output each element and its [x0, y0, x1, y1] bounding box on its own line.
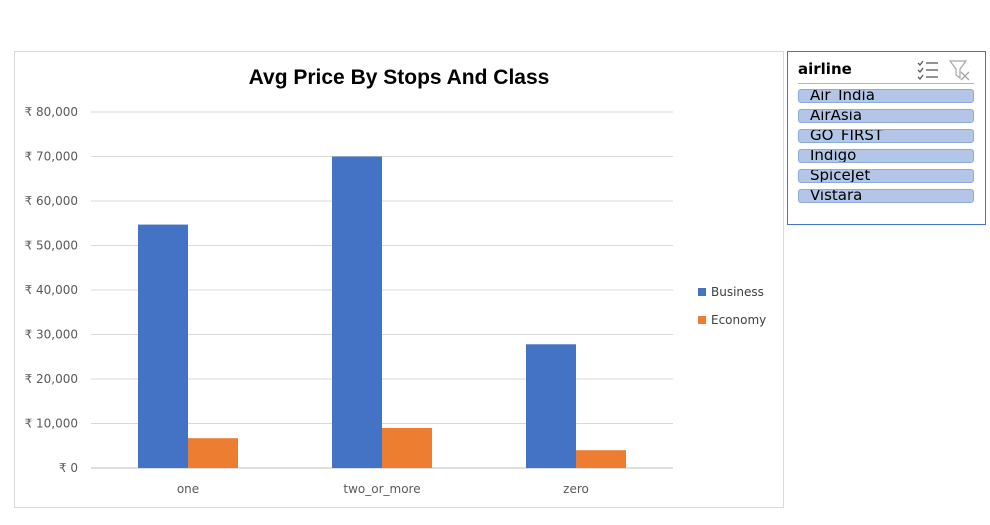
x-tick-label: two_or_more: [343, 482, 420, 496]
slicer-item-indigo[interactable]: Indigo: [798, 149, 974, 163]
legend-label-economy: Economy: [711, 313, 767, 327]
y-tick-label: ₹ 70,000: [25, 150, 78, 164]
slicer-item-spicejet[interactable]: SpiceJet: [798, 169, 974, 183]
slicer-item-vistara[interactable]: Vistara: [798, 189, 974, 203]
x-tick-label: zero: [563, 482, 589, 496]
y-tick-label: ₹ 80,000: [25, 105, 78, 119]
chart-legend[interactable]: Business Economy: [698, 278, 766, 334]
bar-economy-two_or_more: [382, 427, 432, 468]
y-tick-label: ₹ 20,000: [25, 372, 78, 386]
y-tick-label: ₹ 10,000: [25, 417, 78, 431]
slicer-item-air-india[interactable]: Air_India: [798, 89, 974, 103]
chart-plot-area: ₹ 0 ₹ 10,000 ₹ 20,000 ₹ 30,000 ₹ 40,000 ₹ 50,…: [25, 105, 673, 496]
slicer-items: Air_India AirAsia GO_FIRST Indigo SpiceJ…: [798, 89, 974, 209]
bar-business-zero: [526, 344, 576, 468]
bar-business-one: [138, 224, 188, 468]
y-tick-label: ₹ 60,000: [25, 194, 78, 208]
y-tick-label: ₹ 40,000: [25, 283, 78, 297]
airline-slicer[interactable]: airline Air_India AirAsia GO_FIRST Indig…: [787, 51, 986, 225]
slicer-item-airasia[interactable]: AirAsia: [798, 109, 974, 123]
multi-select-icon[interactable]: [916, 59, 940, 81]
slicer-title: airline: [798, 60, 852, 78]
x-tick-label: one: [177, 482, 199, 496]
slicer-header: airline: [798, 57, 974, 84]
chart-area[interactable]: Avg Price By Stops And Class ₹ 0 ₹ 10,000…: [14, 51, 784, 508]
legend-item-business[interactable]: Business: [698, 278, 766, 306]
chart-title: Avg Price By Stops And Class: [248, 66, 550, 89]
legend-swatch-business: [698, 288, 706, 296]
y-tick-label: ₹ 0: [59, 461, 78, 475]
slicer-item-go-first[interactable]: GO_FIRST: [798, 129, 974, 143]
bar-business-two_or_more: [332, 156, 382, 468]
clear-filter-icon[interactable]: [948, 59, 972, 81]
legend-item-economy[interactable]: Economy: [698, 306, 766, 334]
bar-economy-one: [188, 438, 238, 468]
legend-label-business: Business: [711, 285, 764, 299]
y-tick-label: ₹ 30,000: [25, 328, 78, 342]
bar-economy-zero: [576, 450, 626, 468]
y-tick-label: ₹ 50,000: [25, 239, 78, 253]
legend-swatch-economy: [698, 316, 706, 324]
